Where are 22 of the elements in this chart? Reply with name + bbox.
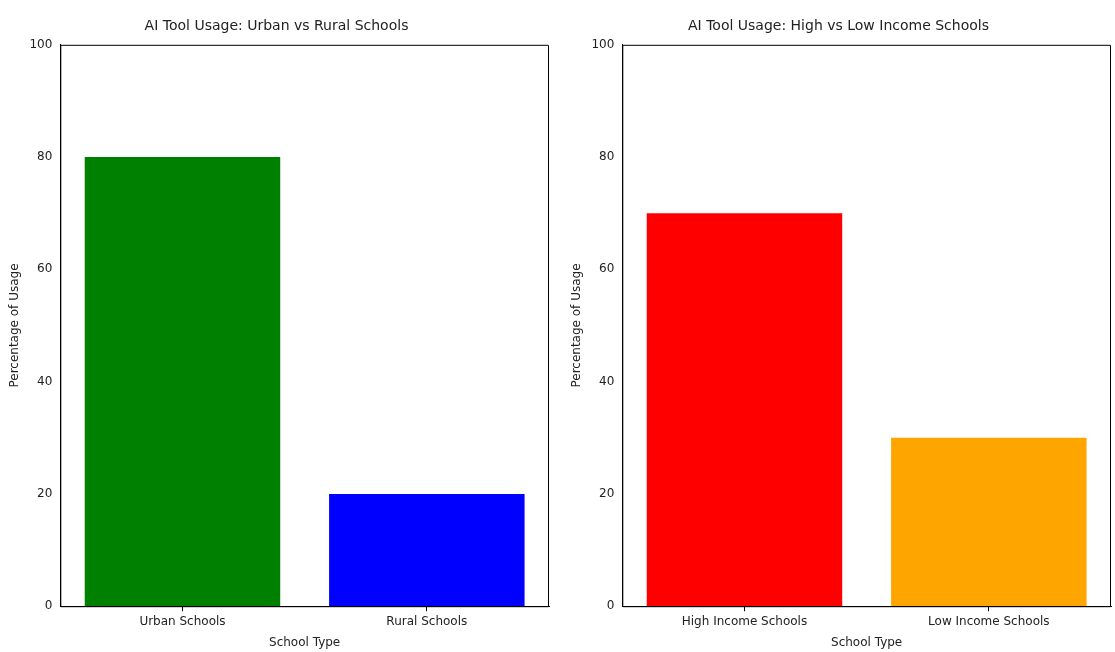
y-tick-label: 80 — [599, 149, 615, 164]
y-tick-label: 100 — [591, 36, 615, 51]
y-tick-label: 60 — [599, 261, 615, 276]
y-tick-label: 20 — [37, 486, 53, 501]
x-axis-title: School Type — [831, 634, 903, 649]
chart-title: AI Tool Usage: High vs Low Income Schools — [688, 17, 989, 34]
chart-title: AI Tool Usage: Urban vs Rural Schools — [144, 17, 409, 34]
y-tick-label: 40 — [599, 373, 615, 388]
y-tick-label: 100 — [29, 36, 53, 51]
x-tick-label: Low Income Schools — [928, 613, 1050, 628]
y-tick-label: 80 — [37, 149, 53, 164]
y-tick-label: 20 — [599, 486, 615, 501]
y-tick-label: 40 — [37, 373, 53, 388]
y-axis-title: Percentage of Usage — [7, 263, 22, 388]
y-tick-label: 0 — [606, 598, 615, 613]
y-axis-title: Percentage of Usage — [569, 263, 584, 388]
x-tick-label: Urban Schools — [139, 613, 226, 628]
x-tick-label: Rural Schools — [386, 613, 468, 628]
x-axis-title: School Type — [269, 634, 341, 649]
x-tick-label: High Income Schools — [681, 613, 808, 628]
y-tick-label: 60 — [37, 261, 53, 276]
y-tick-label: 0 — [44, 598, 53, 613]
